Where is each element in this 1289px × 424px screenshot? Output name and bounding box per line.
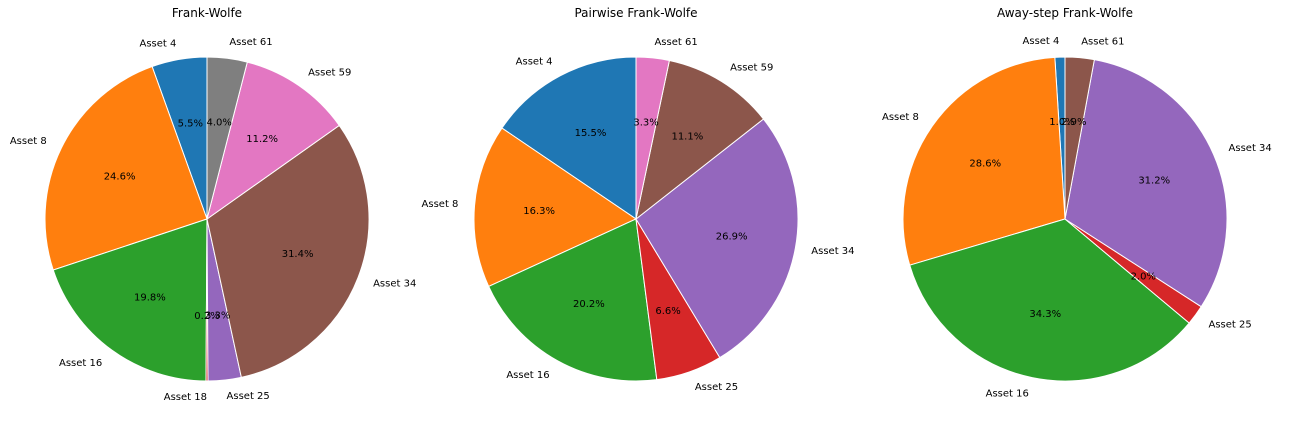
slice-category-label: Asset 16 xyxy=(986,389,1029,400)
pie-slice-asset-61 xyxy=(1064,56,1095,220)
pie-slice-asset-16 xyxy=(52,218,208,382)
slice-category-label: Asset 34 xyxy=(811,246,854,257)
slice-category-label: Asset 25 xyxy=(695,382,738,393)
chart-title: Frank-Wolfe xyxy=(172,6,242,20)
slice-percent-label: 34.3% xyxy=(1029,309,1061,320)
pie-slice-asset-59 xyxy=(635,59,765,221)
slice-percent-label: 20.2% xyxy=(573,299,605,310)
slice-category-label: Asset 61 xyxy=(229,37,272,48)
slice-category-label: Asset 18 xyxy=(164,392,207,403)
pie-slice-asset-8 xyxy=(44,65,208,271)
slice-percent-label: 31.2% xyxy=(1138,175,1170,186)
chart-title: Away-step Frank-Wolfe xyxy=(997,6,1133,20)
slice-category-label: Asset 4 xyxy=(1023,36,1060,47)
slice-category-label: Asset 8 xyxy=(422,199,459,210)
slice-category-label: Asset 8 xyxy=(10,136,47,147)
slice-category-label: Asset 16 xyxy=(506,370,549,381)
pie-slice-asset-59 xyxy=(206,61,340,221)
pie-chart-frank-wolfe: Frank-Wolfe 5.5% Asset 4 24.6% Asset 8 19.8%… xyxy=(10,6,416,403)
pie-slice-asset-61 xyxy=(635,56,670,220)
slice-category-label: Asset 61 xyxy=(1081,37,1124,48)
slice-percent-label: 3.3% xyxy=(205,311,230,322)
slice-percent-label: 19.8% xyxy=(134,293,166,304)
slice-percent-label: 24.6% xyxy=(104,172,136,183)
pie-chart-away-step-frank-wolfe: Away-step Frank-Wolfe 1.0% Asset 4 28.6% As… xyxy=(882,6,1272,400)
pie-slice-asset-8 xyxy=(473,127,638,288)
chart-title: Pairwise Frank-Wolfe xyxy=(574,6,697,20)
slice-category-label: Asset 59 xyxy=(730,63,773,74)
slice-category-label: Asset 16 xyxy=(59,358,102,369)
slice-percent-label: 1.0% xyxy=(1049,117,1074,128)
slice-percent-label: 26.9% xyxy=(716,231,748,242)
slice-category-label: Asset 4 xyxy=(516,57,553,68)
slice-percent-label: 0.2% xyxy=(194,311,219,322)
slice-percent-label: 31.4% xyxy=(282,249,314,260)
pie-slice-asset-8 xyxy=(902,56,1066,266)
slice-percent-label: 5.5% xyxy=(178,118,203,129)
slice-category-label: Asset 8 xyxy=(882,112,919,123)
slice-percent-label: 11.1% xyxy=(671,131,703,142)
slice-percent-label: 4.0% xyxy=(206,118,231,129)
slice-percent-label: 6.6% xyxy=(655,306,680,317)
pie-slice-asset-34 xyxy=(206,124,370,378)
slice-percent-label: 16.3% xyxy=(523,206,555,217)
slice-percent-label: 11.2% xyxy=(246,134,278,145)
slice-category-label: Asset 25 xyxy=(1209,320,1252,331)
slice-category-label: Asset 25 xyxy=(227,391,270,402)
slice-category-label: Asset 34 xyxy=(1229,143,1272,154)
pie-slice-asset-34 xyxy=(635,118,799,359)
slice-percent-label: 28.6% xyxy=(969,158,1001,169)
slice-percent-label: 15.5% xyxy=(575,128,607,139)
pie-slice-asset-34 xyxy=(1064,59,1228,308)
pie-slice-asset-16 xyxy=(909,218,1190,382)
pie-slice-asset-61 xyxy=(206,56,248,220)
slice-percent-label: 3.3% xyxy=(633,117,658,128)
slice-category-label: Asset 61 xyxy=(654,37,697,48)
pie-slice-asset-4 xyxy=(501,56,637,220)
slice-category-label: Asset 4 xyxy=(139,38,176,49)
pie-chart-pairwise-frank-wolfe: Pairwise Frank-Wolfe 15.5% Asset 4 16.3% As… xyxy=(422,6,855,393)
slice-percent-label: 2.0% xyxy=(1131,272,1156,283)
slice-category-label: Asset 34 xyxy=(373,279,416,290)
slice-category-label: Asset 59 xyxy=(308,67,351,78)
pie-slice-asset-16 xyxy=(488,218,658,382)
slice-percent-label: 2.9% xyxy=(1061,117,1086,128)
